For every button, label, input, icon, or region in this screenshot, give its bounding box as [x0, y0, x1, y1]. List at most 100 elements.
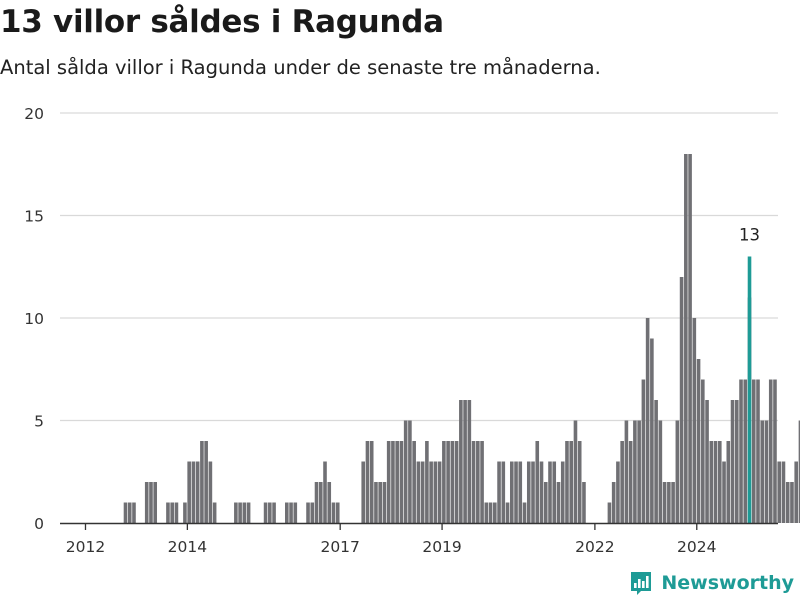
bar[interactable] — [569, 441, 574, 523]
bar[interactable] — [191, 461, 196, 524]
bar[interactable] — [777, 461, 782, 524]
bar[interactable] — [425, 441, 429, 523]
bar[interactable] — [361, 461, 366, 524]
bar[interactable] — [459, 400, 463, 523]
bar[interactable] — [144, 482, 149, 523]
bar[interactable] — [526, 461, 531, 524]
bar[interactable] — [607, 502, 612, 524]
bar[interactable] — [522, 502, 527, 524]
bar[interactable] — [734, 400, 739, 523]
bar[interactable] — [331, 502, 336, 524]
bar[interactable] — [505, 502, 510, 524]
bar[interactable] — [170, 502, 174, 524]
bar[interactable] — [386, 441, 391, 523]
bar[interactable] — [577, 441, 582, 523]
bar[interactable] — [442, 441, 446, 523]
bar[interactable] — [450, 441, 455, 523]
bar[interactable] — [476, 441, 480, 523]
bar[interactable] — [365, 441, 370, 523]
bar[interactable] — [565, 441, 569, 523]
bar[interactable] — [493, 502, 497, 524]
bar[interactable] — [514, 461, 518, 524]
bar[interactable] — [760, 420, 765, 524]
bar[interactable] — [327, 482, 332, 523]
bar[interactable] — [722, 461, 726, 524]
bar[interactable] — [692, 318, 697, 523]
bar[interactable] — [654, 400, 658, 523]
bar[interactable] — [204, 441, 208, 523]
bar[interactable] — [773, 379, 777, 524]
bar[interactable] — [671, 482, 675, 523]
bar[interactable] — [127, 502, 132, 524]
bar[interactable] — [242, 502, 247, 524]
bar[interactable] — [794, 461, 799, 524]
bar[interactable] — [713, 441, 718, 523]
bar[interactable] — [675, 420, 680, 524]
bar[interactable] — [645, 318, 650, 523]
bar[interactable] — [701, 379, 705, 524]
bar[interactable] — [688, 154, 692, 523]
bar[interactable] — [560, 461, 565, 524]
bar[interactable] — [709, 441, 714, 523]
bar[interactable] — [543, 482, 548, 523]
bar[interactable] — [509, 461, 514, 524]
bar[interactable] — [132, 502, 136, 524]
bar[interactable] — [501, 461, 506, 524]
bar[interactable] — [717, 441, 722, 523]
bar[interactable] — [739, 379, 743, 524]
bar[interactable] — [212, 502, 217, 524]
bar[interactable] — [497, 461, 501, 524]
bar[interactable] — [624, 420, 629, 524]
bar[interactable] — [548, 461, 552, 524]
bar[interactable] — [420, 461, 425, 524]
bar[interactable] — [658, 420, 663, 524]
bar[interactable] — [730, 400, 735, 523]
bar[interactable] — [662, 482, 667, 523]
bar[interactable] — [429, 461, 433, 524]
bar[interactable] — [518, 461, 523, 524]
bar[interactable] — [480, 441, 484, 523]
bar[interactable] — [620, 441, 624, 523]
bar[interactable] — [628, 441, 633, 523]
bar[interactable] — [399, 441, 404, 523]
bar[interactable] — [153, 482, 158, 523]
bar[interactable] — [531, 461, 535, 524]
bar[interactable] — [234, 502, 238, 524]
bar[interactable] — [641, 379, 646, 524]
bar[interactable] — [149, 482, 153, 523]
bar[interactable] — [310, 502, 315, 524]
bar[interactable] — [616, 461, 620, 524]
bar[interactable] — [437, 461, 442, 524]
highlight-bar[interactable] — [747, 256, 752, 524]
bar[interactable] — [556, 482, 561, 523]
bar[interactable] — [174, 502, 179, 524]
bar[interactable] — [726, 441, 731, 523]
bar[interactable] — [289, 502, 293, 524]
bar[interactable] — [123, 502, 128, 524]
bar[interactable] — [488, 502, 493, 524]
bar[interactable] — [166, 502, 170, 524]
bar[interactable] — [582, 482, 586, 523]
bar[interactable] — [416, 461, 421, 524]
bar[interactable] — [238, 502, 242, 524]
bar[interactable] — [573, 420, 578, 524]
bar[interactable] — [781, 461, 786, 524]
bar[interactable] — [374, 482, 378, 523]
bar[interactable] — [684, 154, 688, 523]
bar[interactable] — [272, 502, 276, 524]
bar[interactable] — [318, 482, 323, 523]
bar[interactable] — [263, 502, 268, 524]
bar[interactable] — [552, 461, 557, 524]
bar[interactable] — [650, 338, 654, 524]
bar[interactable] — [454, 441, 459, 523]
bar[interactable] — [679, 277, 684, 523]
bar[interactable] — [395, 441, 399, 523]
bar[interactable] — [539, 461, 544, 524]
bar[interactable] — [293, 502, 298, 524]
bar[interactable] — [285, 502, 289, 524]
bar[interactable] — [696, 359, 701, 523]
bar[interactable] — [535, 441, 540, 523]
bar[interactable] — [467, 400, 472, 523]
bar[interactable] — [268, 502, 272, 524]
bar[interactable] — [412, 441, 416, 523]
